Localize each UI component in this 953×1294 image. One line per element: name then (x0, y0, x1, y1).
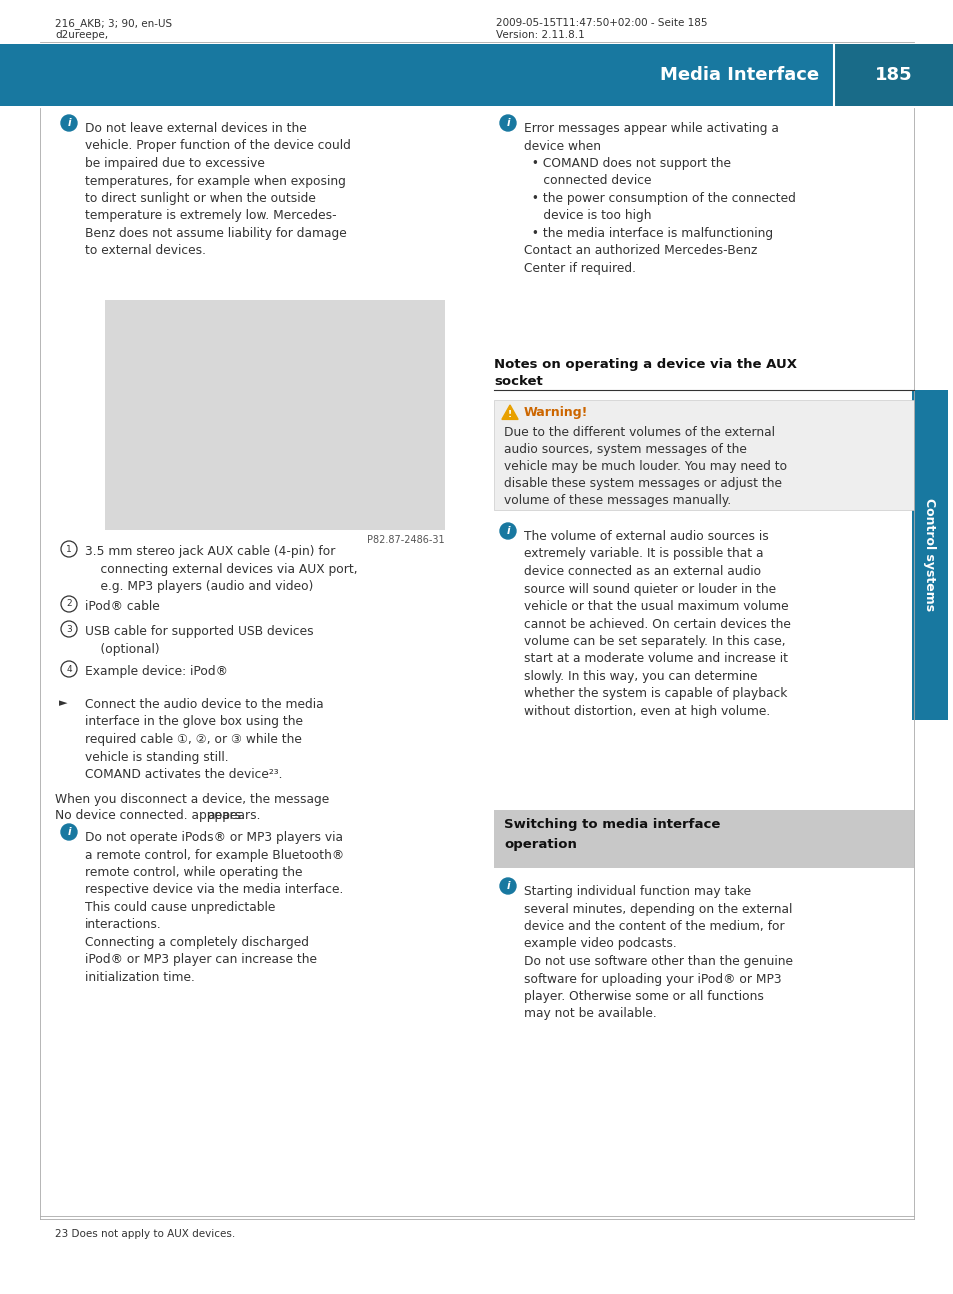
Text: i: i (67, 827, 71, 837)
Text: Connect the audio device to the media
interface in the glove box using the
requi: Connect the audio device to the media in… (85, 697, 323, 782)
Text: Notes on operating a device via the AUX: Notes on operating a device via the AUX (494, 358, 796, 371)
Text: 23 Does not apply to AUX devices.: 23 Does not apply to AUX devices. (55, 1229, 235, 1238)
Circle shape (499, 115, 516, 131)
Text: i: i (506, 881, 509, 892)
Circle shape (61, 597, 77, 612)
Text: Control systems: Control systems (923, 498, 936, 612)
Polygon shape (501, 405, 517, 419)
Text: socket: socket (494, 375, 542, 388)
Bar (911, 389, 947, 719)
Text: 1: 1 (66, 545, 71, 554)
Text: Switching to media interface: Switching to media interface (503, 818, 720, 831)
Circle shape (61, 661, 77, 677)
Bar (494, 810, 913, 868)
Text: No device connected. appears.: No device connected. appears. (55, 809, 245, 822)
Text: USB cable for supported USB devices
    (optional): USB cable for supported USB devices (opt… (85, 625, 314, 656)
Text: 2: 2 (66, 599, 71, 608)
Text: d2ureepe,: d2ureepe, (55, 30, 108, 40)
Text: i: i (506, 525, 509, 536)
Text: 185: 185 (874, 66, 912, 84)
Circle shape (61, 541, 77, 556)
Text: 216_AKB; 3; 90, en-US: 216_AKB; 3; 90, en-US (55, 18, 172, 28)
Text: Media Interface: Media Interface (659, 66, 818, 84)
Text: 3.5 mm stereo jack AUX cable (4-pin) for
    connecting external devices via AUX: 3.5 mm stereo jack AUX cable (4-pin) for… (85, 545, 357, 593)
Bar (833, 44, 953, 106)
Text: i: i (67, 118, 71, 128)
Text: Example device: iPod®: Example device: iPod® (85, 665, 228, 678)
Text: Do not operate iPods® or MP3 players via
a remote control, for example Bluetooth: Do not operate iPods® or MP3 players via… (85, 831, 344, 983)
Text: operation: operation (503, 839, 577, 851)
Text: Version: 2.11.8.1: Version: 2.11.8.1 (496, 30, 584, 40)
Bar (0, 44, 833, 106)
Text: 3: 3 (66, 625, 71, 634)
Text: Due to the different volumes of the external
audio sources, system messages of t: Due to the different volumes of the exte… (503, 426, 786, 507)
Text: Warning!: Warning! (523, 406, 588, 419)
Text: appears.: appears. (207, 809, 260, 822)
Text: Error messages appear while activating a
device when
  • COMAND does not support: Error messages appear while activating a… (523, 122, 795, 276)
Circle shape (499, 879, 516, 894)
Circle shape (61, 621, 77, 637)
Bar (494, 400, 913, 510)
Text: 4: 4 (66, 665, 71, 673)
Text: Starting individual function may take
several minutes, depending on the external: Starting individual function may take se… (523, 885, 792, 1021)
Text: Do not leave external devices in the
vehicle. Proper function of the device coul: Do not leave external devices in the veh… (85, 122, 351, 258)
Text: iPod® cable: iPod® cable (85, 600, 159, 613)
Text: 2009-05-15T11:47:50+02:00 - Seite 185: 2009-05-15T11:47:50+02:00 - Seite 185 (496, 18, 707, 28)
Text: ►: ► (59, 697, 68, 708)
Circle shape (499, 523, 516, 540)
Circle shape (61, 824, 77, 840)
Text: P82.87-2486-31: P82.87-2486-31 (367, 534, 444, 545)
Bar (105, 300, 444, 531)
Text: When you disconnect a device, the message: When you disconnect a device, the messag… (55, 793, 329, 806)
Text: i: i (506, 118, 509, 128)
Circle shape (61, 115, 77, 131)
Text: The volume of external audio sources is
extremely variable. It is possible that : The volume of external audio sources is … (523, 531, 790, 718)
Text: !: ! (507, 410, 512, 419)
